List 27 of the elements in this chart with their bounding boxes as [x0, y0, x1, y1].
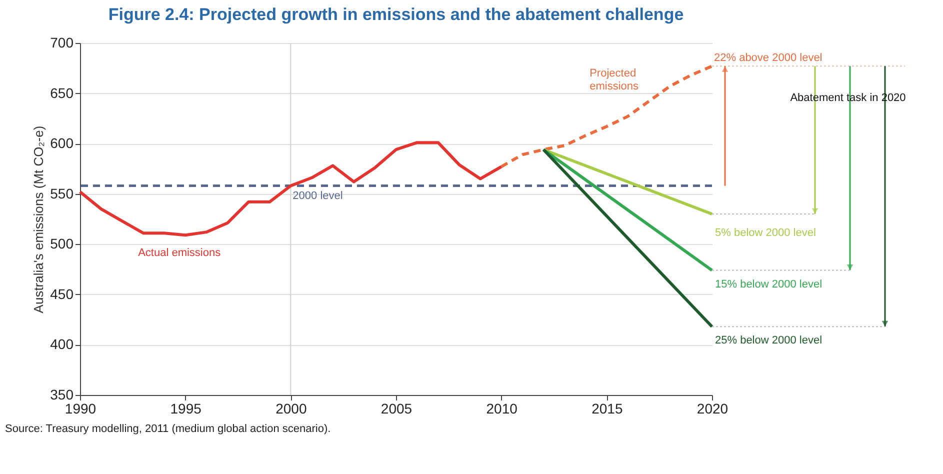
series-label: 5% below 2000 level — [715, 226, 816, 239]
annotation: 22% above 2000 level — [714, 52, 822, 64]
x-tick-label: 1995 — [170, 400, 202, 416]
ref-line-label: 2000 level — [292, 190, 343, 202]
series-label: 15% below 2000 level — [715, 278, 822, 290]
y-axis-title: Australia's emissions (Mt CO₂-e) — [31, 126, 46, 314]
x-tick-label: 2005 — [380, 400, 412, 416]
line-series — [500, 64, 714, 168]
x-tick-label: 2020 — [696, 400, 728, 416]
y-tick-label: 500 — [50, 236, 74, 252]
series-label: 25% below 2000 level — [715, 334, 822, 347]
y-tick-label: 350 — [50, 386, 74, 402]
y-tick-label: 450 — [50, 286, 74, 302]
y-tick-label: 600 — [50, 135, 74, 152]
series-label: Projected emissions — [590, 68, 640, 93]
y-tick-label: 400 — [50, 336, 74, 352]
line-series — [78, 141, 503, 237]
source-note: Source: Treasury modelling, 2011 (medium global action scenario). — [5, 423, 331, 435]
x-tick-label: 1990 — [64, 400, 96, 416]
x-tick-label: 2000 — [276, 400, 307, 416]
x-tick-label: 2015 — [592, 400, 623, 416]
x-tick-label: 2010 — [486, 400, 518, 416]
chart-title: Figure 2.4: Projected growth in emissions and the abatement challenge — [108, 5, 684, 24]
y-tick-label: 550 — [50, 185, 74, 202]
series-label: Actual emissions — [138, 247, 222, 260]
y-tick-label: 650 — [50, 84, 74, 101]
y-tick-label: 700 — [50, 34, 74, 50]
